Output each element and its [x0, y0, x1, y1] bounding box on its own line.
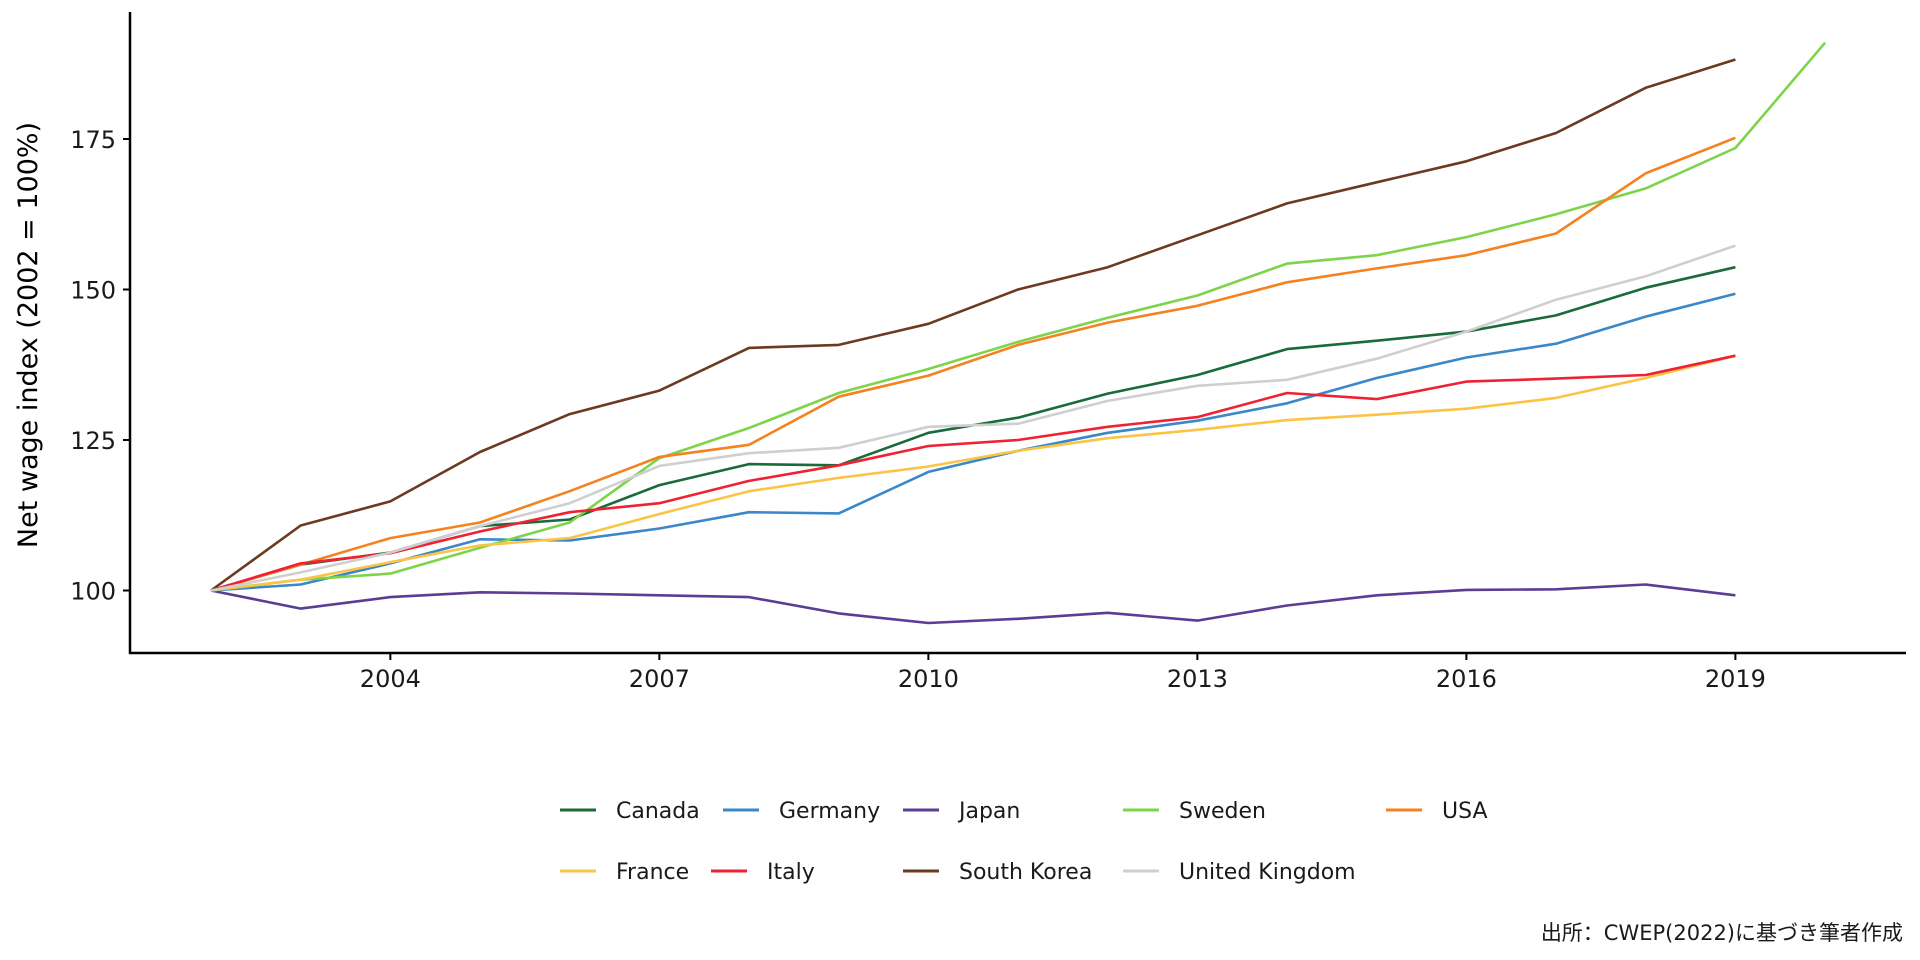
legend-label: United Kingdom: [1179, 860, 1356, 885]
legend: Canada Germany Japan Sweden USA France Italy So…: [560, 799, 1488, 885]
legend-label: USA: [1442, 799, 1488, 824]
y-tick-label: 125: [70, 427, 116, 455]
y-axis-title: Net wage index (2002 = 100%): [13, 122, 44, 548]
legend-label: Sweden: [1179, 799, 1266, 824]
legend-item-france: France: [560, 860, 689, 885]
y-ticks: 100 125 150 175: [70, 126, 130, 606]
x-tick-label: 2004: [360, 665, 421, 693]
series-line-sweden: [210, 41, 1827, 592]
series-line-south-korea: [210, 58, 1736, 592]
x-tick-label: 2013: [1167, 665, 1228, 693]
legend-item-italy: Italy: [711, 860, 815, 885]
y-tick-label: 150: [70, 277, 116, 305]
x-tick-label: 2016: [1436, 665, 1497, 693]
legend-label: France: [616, 860, 689, 885]
legend-item-germany: Germany: [723, 799, 880, 824]
legend-label: South Korea: [959, 860, 1092, 885]
series-line-usa: [210, 136, 1736, 592]
series-line-japan: [210, 583, 1736, 625]
legend-label: Italy: [767, 860, 815, 885]
series-layer: [210, 41, 1827, 625]
legend-item-japan: Japan: [903, 799, 1020, 824]
y-tick-label: 175: [70, 126, 116, 154]
legend-item-usa: USA: [1386, 799, 1488, 824]
x-tick-label: 2010: [898, 665, 959, 693]
legend-item-sweden: Sweden: [1123, 799, 1266, 824]
legend-item-canada: Canada: [560, 799, 700, 824]
x-ticks: 2004 2007 2010 2013 2016 2019: [360, 653, 1766, 693]
legend-label: Germany: [779, 799, 880, 824]
series-line-france: [210, 354, 1736, 592]
series-line-united-kingdom: [210, 244, 1736, 592]
legend-item-united-kingdom: United Kingdom: [1123, 860, 1356, 885]
x-tick-label: 2019: [1705, 665, 1766, 693]
series-line-italy: [210, 354, 1736, 592]
x-tick-label: 2007: [629, 665, 690, 693]
source-caption: 出所：CWEP(2022)に基づき筆者作成: [1541, 921, 1903, 945]
legend-item-south-korea: South Korea: [903, 860, 1092, 885]
legend-label: Japan: [957, 799, 1020, 824]
series-line-germany: [210, 292, 1736, 592]
y-tick-label: 100: [70, 578, 116, 606]
legend-label: Canada: [616, 799, 700, 824]
